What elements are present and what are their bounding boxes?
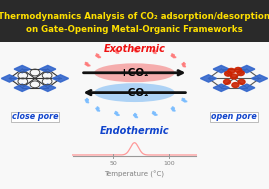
Circle shape <box>225 71 232 76</box>
Circle shape <box>228 68 235 73</box>
Text: −CO₂: −CO₂ <box>120 88 149 98</box>
Polygon shape <box>1 75 17 82</box>
Polygon shape <box>239 84 255 91</box>
Circle shape <box>231 74 238 79</box>
Polygon shape <box>96 107 100 111</box>
Text: Thermodynamics Analysis of CO₂ adsorption/desorption: Thermodynamics Analysis of CO₂ adsorptio… <box>0 12 269 21</box>
Text: +CO₂: +CO₂ <box>120 68 149 78</box>
Polygon shape <box>182 98 187 102</box>
Polygon shape <box>182 62 186 67</box>
Text: on Gate-Opening Metal-Organic Frameworks: on Gate-Opening Metal-Organic Frameworks <box>26 25 243 34</box>
Polygon shape <box>171 54 176 58</box>
Text: Endothermic: Endothermic <box>100 126 169 136</box>
Text: Exothermic: Exothermic <box>104 44 165 54</box>
Polygon shape <box>95 54 101 58</box>
Polygon shape <box>40 84 56 91</box>
Polygon shape <box>152 111 157 115</box>
Text: Temperature (°C): Temperature (°C) <box>104 171 165 178</box>
Polygon shape <box>152 49 156 53</box>
Circle shape <box>238 79 245 84</box>
Polygon shape <box>213 84 229 91</box>
Polygon shape <box>14 65 30 73</box>
Text: 50: 50 <box>109 161 117 166</box>
Circle shape <box>232 83 239 88</box>
Text: 100: 100 <box>164 161 175 166</box>
Ellipse shape <box>94 83 175 102</box>
Polygon shape <box>40 65 56 73</box>
Polygon shape <box>14 84 30 91</box>
Ellipse shape <box>94 63 175 82</box>
Polygon shape <box>171 107 175 111</box>
Polygon shape <box>52 75 69 82</box>
Polygon shape <box>115 49 119 53</box>
Polygon shape <box>133 48 138 52</box>
Polygon shape <box>200 75 217 82</box>
FancyBboxPatch shape <box>11 112 59 122</box>
Polygon shape <box>252 75 268 82</box>
Text: open pore: open pore <box>211 112 257 121</box>
Circle shape <box>224 79 231 84</box>
FancyBboxPatch shape <box>210 112 258 122</box>
Circle shape <box>235 67 242 72</box>
Polygon shape <box>114 111 119 115</box>
Polygon shape <box>133 113 138 118</box>
Polygon shape <box>239 65 255 73</box>
Polygon shape <box>85 62 90 66</box>
Circle shape <box>237 71 244 76</box>
Polygon shape <box>85 98 89 103</box>
Text: close pore: close pore <box>12 112 58 121</box>
FancyBboxPatch shape <box>0 0 269 42</box>
Polygon shape <box>213 65 229 73</box>
